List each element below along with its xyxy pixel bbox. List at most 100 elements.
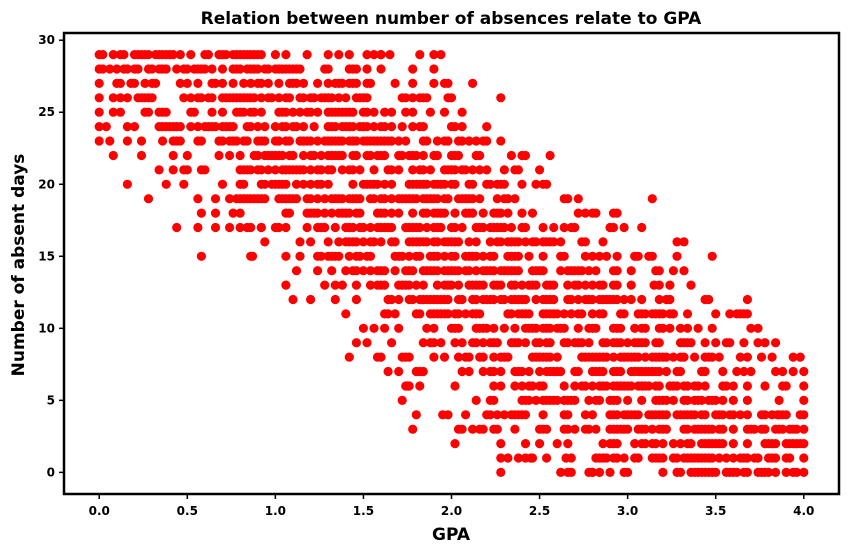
data-point: [397, 122, 407, 132]
x-tick-label: 2.0: [441, 504, 462, 518]
data-point: [136, 136, 147, 146]
data-point: [175, 50, 185, 60]
data-point: [795, 352, 805, 362]
data-point: [323, 179, 333, 189]
data-point: [584, 338, 594, 348]
data-point: [788, 366, 798, 377]
data-point: [306, 136, 316, 146]
data-point: [330, 280, 340, 290]
data-point: [461, 194, 471, 204]
data-point: [298, 122, 309, 132]
data-point: [647, 410, 657, 420]
data-point: [411, 150, 421, 161]
data-point: [260, 122, 270, 132]
data-point: [358, 237, 368, 247]
data-point: [563, 294, 573, 305]
data-point: [210, 194, 221, 204]
data-point: [401, 136, 411, 146]
data-point: [376, 64, 386, 74]
data-point: [506, 222, 516, 233]
data-point: [122, 64, 132, 74]
data-point: [281, 251, 291, 261]
data-point: [249, 93, 259, 103]
data-point: [154, 122, 164, 132]
data-point: [594, 309, 605, 319]
data-point: [408, 222, 418, 233]
data-point: [517, 366, 527, 377]
data-point: [524, 381, 534, 391]
data-point: [291, 179, 302, 189]
data-point: [129, 122, 140, 132]
data-point: [210, 222, 221, 233]
data-point: [207, 64, 217, 74]
data-point: [306, 237, 316, 247]
data-point: [225, 194, 235, 204]
data-point: [471, 266, 481, 276]
data-point: [587, 280, 598, 290]
data-point: [365, 194, 376, 204]
data-point: [263, 64, 273, 74]
data-point: [446, 150, 457, 161]
data-point: [429, 78, 439, 88]
data-point: [735, 410, 746, 420]
data-point: [158, 50, 168, 60]
data-point: [358, 107, 368, 117]
data-point: [327, 251, 337, 261]
data-point: [503, 352, 513, 362]
data-point: [115, 107, 125, 117]
data-point: [408, 165, 418, 175]
data-point: [320, 64, 330, 74]
data-point: [605, 467, 615, 477]
data-point: [619, 309, 629, 319]
data-point: [365, 251, 376, 261]
data-point: [284, 208, 295, 218]
data-point: [94, 78, 104, 88]
data-point: [661, 395, 672, 405]
data-point: [186, 122, 196, 132]
data-point: [249, 107, 259, 117]
data-point: [221, 93, 231, 103]
data-point: [503, 453, 513, 463]
data-point: [647, 424, 657, 434]
data-point: [457, 122, 467, 132]
data-point: [742, 424, 753, 434]
data-point: [601, 381, 612, 391]
data-point: [394, 208, 404, 218]
data-point: [799, 439, 809, 449]
data-point: [742, 294, 753, 305]
data-point: [492, 410, 502, 420]
data-point: [344, 251, 354, 261]
data-point: [520, 150, 531, 161]
data-point: [552, 439, 562, 449]
data-point: [725, 338, 735, 348]
data-point: [453, 424, 464, 434]
data-point: [619, 467, 629, 477]
data-point: [112, 64, 122, 74]
data-point: [337, 136, 347, 146]
data-point: [619, 424, 629, 434]
data-point: [256, 50, 266, 60]
data-point: [256, 179, 266, 189]
data-point: [496, 352, 506, 362]
data-point: [668, 266, 679, 276]
data-point: [242, 64, 252, 74]
data-point: [563, 467, 573, 477]
data-point: [365, 222, 376, 233]
data-point: [686, 280, 696, 290]
data-point: [608, 266, 619, 276]
data-point: [619, 453, 629, 463]
data-point: [214, 150, 224, 161]
data-point: [330, 107, 340, 117]
data-point: [154, 165, 164, 175]
data-point: [196, 165, 206, 175]
data-point: [436, 309, 446, 319]
data-point: [478, 208, 488, 218]
data-point: [520, 410, 531, 420]
data-point: [351, 294, 361, 305]
data-point: [439, 107, 450, 117]
data-point: [658, 439, 668, 449]
data-point: [394, 194, 404, 204]
data-point: [327, 266, 337, 276]
data-point: [563, 280, 573, 290]
data-point: [425, 107, 435, 117]
